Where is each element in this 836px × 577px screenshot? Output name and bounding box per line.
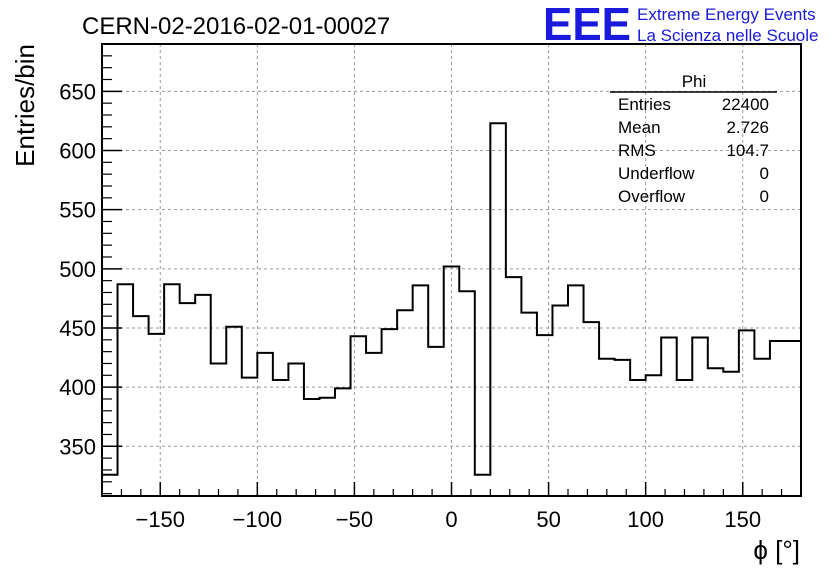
histogram-bin bbox=[102, 475, 118, 496]
histogram-bin bbox=[413, 285, 429, 496]
eee-logo: EEE Extreme Energy Events La Scienza nel… bbox=[543, 0, 818, 50]
x-tick-label: 100 bbox=[627, 507, 664, 532]
histogram-bin bbox=[226, 327, 242, 496]
x-tick-labels: −150 −100 −50 0 50 100 150 bbox=[135, 507, 761, 532]
histogram-bin bbox=[428, 347, 444, 496]
histogram-bin bbox=[692, 337, 708, 496]
stats-label-entries: Entries bbox=[618, 95, 671, 114]
histogram-bin bbox=[118, 284, 134, 496]
chart-title: CERN-02-2016-02-01-00027 bbox=[82, 13, 390, 40]
histogram-bin bbox=[335, 388, 351, 496]
y-tick-labels: 350 400 450 500 550 600 650 bbox=[59, 79, 96, 459]
histogram-bin bbox=[475, 475, 491, 496]
histogram-bin bbox=[599, 359, 615, 496]
axis-ticks bbox=[101, 43, 802, 496]
histogram-bin bbox=[366, 353, 382, 496]
histogram-bin bbox=[490, 123, 506, 496]
histogram-bin bbox=[754, 359, 770, 496]
stats-value-rms: 104.7 bbox=[726, 141, 769, 160]
histogram-bin bbox=[211, 363, 227, 496]
histogram-bin bbox=[133, 316, 149, 496]
y-axis-label: Entries/bin bbox=[10, 44, 40, 167]
histogram-bin bbox=[521, 313, 537, 496]
histogram-bin bbox=[646, 375, 662, 496]
histogram-bin bbox=[149, 334, 165, 496]
histogram-bin bbox=[397, 310, 413, 496]
stats-label-overflow: Overflow bbox=[618, 187, 686, 206]
histogram-bin bbox=[444, 266, 460, 496]
histogram-bin bbox=[723, 372, 739, 496]
histogram-bin bbox=[677, 380, 693, 496]
x-tick-label: −150 bbox=[135, 507, 185, 532]
grid-lines bbox=[102, 44, 801, 496]
histogram-bin bbox=[739, 330, 755, 496]
histogram-bin bbox=[785, 341, 801, 496]
y-tick-label: 350 bbox=[59, 434, 96, 459]
logo-mark: EEE bbox=[543, 0, 631, 50]
stats-value-overflow: 0 bbox=[760, 187, 769, 206]
y-tick-label: 550 bbox=[59, 198, 96, 223]
logo-line-2: La Scienza nelle Scuole bbox=[637, 26, 818, 45]
x-tick-label: 50 bbox=[536, 507, 560, 532]
stats-value-mean: 2.726 bbox=[726, 118, 769, 137]
stats-label-underflow: Underflow bbox=[618, 164, 695, 183]
histogram-bin bbox=[506, 277, 522, 496]
histogram-bin bbox=[584, 322, 600, 496]
plot-frame bbox=[101, 43, 802, 497]
histogram-bin bbox=[459, 291, 475, 496]
histogram-bin bbox=[770, 341, 786, 496]
stats-title: Phi bbox=[682, 72, 707, 91]
x-tick-label: 150 bbox=[724, 507, 761, 532]
stats-label-rms: RMS bbox=[618, 141, 656, 160]
histogram-bin bbox=[351, 336, 367, 496]
x-tick-label: 0 bbox=[445, 507, 457, 532]
histogram-bin bbox=[257, 353, 273, 496]
y-tick-label: 400 bbox=[59, 375, 96, 400]
stats-label-mean: Mean bbox=[618, 118, 661, 137]
histogram-bin bbox=[552, 305, 568, 496]
stats-value-entries: 22400 bbox=[722, 95, 769, 114]
y-tick-label: 500 bbox=[59, 257, 96, 282]
stats-box: Phi Entries 22400 Mean 2.726 RMS 104.7 U… bbox=[610, 72, 777, 206]
histogram-bin bbox=[164, 284, 180, 496]
histogram-bin bbox=[537, 335, 553, 496]
histogram-bin bbox=[304, 399, 320, 496]
histogram-bin bbox=[180, 303, 196, 496]
y-tick-label: 600 bbox=[59, 138, 96, 163]
histogram-bin bbox=[568, 285, 584, 496]
x-axis-label: ϕ [°] bbox=[753, 535, 800, 565]
histogram-bin bbox=[319, 398, 335, 496]
x-tick-label: −50 bbox=[336, 507, 373, 532]
histogram-bin bbox=[195, 295, 211, 496]
histogram-bin bbox=[382, 329, 398, 496]
histogram-bin bbox=[242, 378, 258, 496]
histogram-bin bbox=[708, 368, 724, 496]
stats-value-underflow: 0 bbox=[760, 164, 769, 183]
histogram-bin bbox=[288, 363, 304, 496]
histogram-outline bbox=[102, 122, 802, 476]
histogram-bin bbox=[273, 380, 289, 496]
histogram-bin bbox=[661, 337, 677, 496]
y-tick-label: 450 bbox=[59, 316, 96, 341]
x-tick-label: −100 bbox=[233, 507, 283, 532]
histogram-bin bbox=[630, 380, 646, 496]
logo-line-1: Extreme Energy Events bbox=[637, 5, 816, 24]
histogram-bin bbox=[615, 360, 631, 496]
y-tick-label: 650 bbox=[59, 79, 96, 104]
